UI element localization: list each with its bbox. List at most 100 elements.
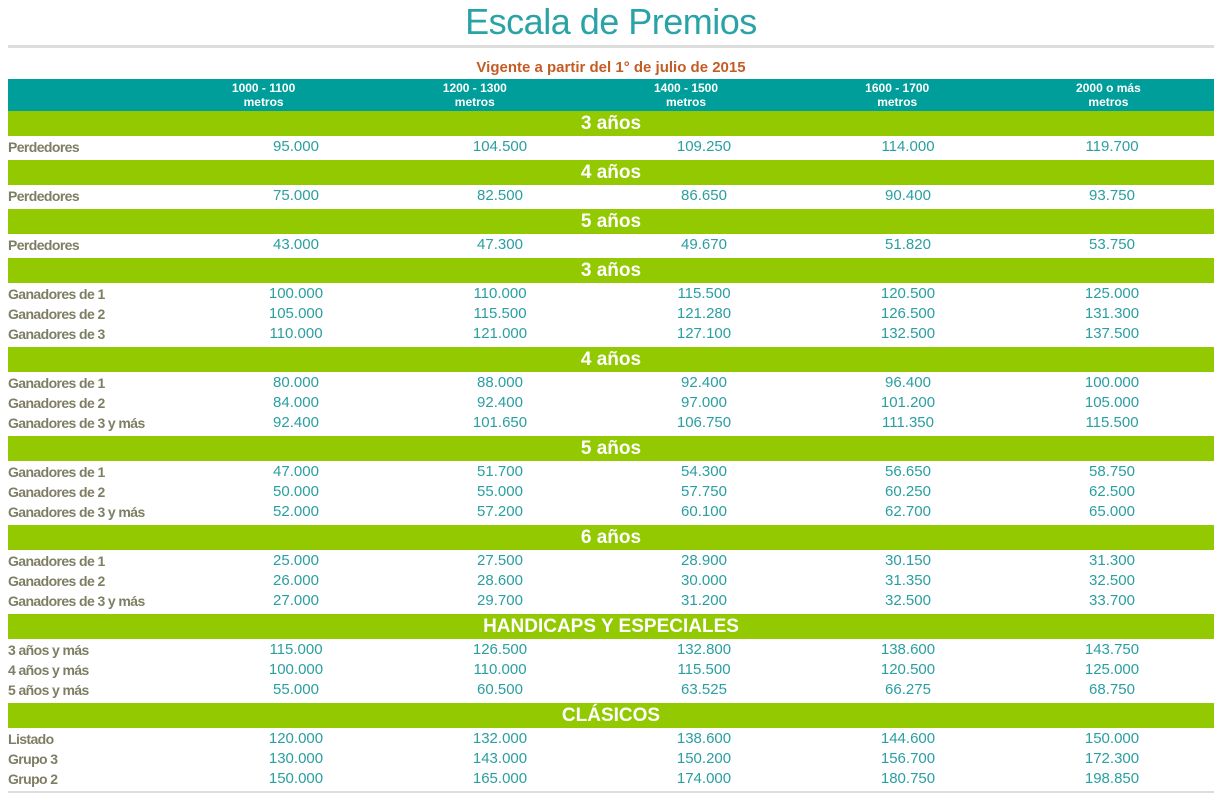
prize-value: 57.200 bbox=[477, 503, 523, 520]
section-rows: Perdedores 75.000 82.500 86.650 90.400 93.750 bbox=[8, 186, 1214, 206]
row-values: 110.000 121.000 127.100 132.500 137.500 bbox=[8, 324, 1214, 344]
prize-value: 143.750 bbox=[1084, 641, 1140, 658]
prize-value: 114.000 bbox=[881, 138, 935, 155]
row-label: Ganadores de 1 bbox=[8, 375, 105, 391]
row-values: 115.000 126.500 132.800 138.600 143.750 bbox=[8, 640, 1214, 660]
prize-value: 104.500 bbox=[472, 138, 528, 155]
prize-value: 52.000 bbox=[273, 503, 319, 520]
prize-value: 33.700 bbox=[1089, 592, 1135, 609]
prize-value: 31.350 bbox=[885, 572, 931, 589]
prize-value: 60.250 bbox=[885, 483, 931, 500]
prize-value: 47.300 bbox=[477, 236, 523, 253]
row-label: Ganadores de 1 bbox=[8, 553, 105, 569]
prize-value: 150.200 bbox=[676, 750, 732, 767]
prize-value: 68.750 bbox=[1089, 681, 1135, 698]
row-values: 52.000 57.200 60.100 62.700 65.000 bbox=[8, 502, 1214, 522]
prize-value: 25.000 bbox=[273, 552, 319, 569]
row-label: Listado bbox=[8, 731, 54, 747]
table-row: Grupo 3 130.000 143.000 150.200 156.700 172.3… bbox=[8, 749, 1214, 769]
row-label: 5 años y más bbox=[8, 682, 89, 698]
table-row: Ganadores de 1 80.000 88.000 92.400 96.400 10… bbox=[8, 373, 1214, 393]
prize-value: 84.000 bbox=[273, 394, 319, 411]
prize-value: 30.000 bbox=[681, 572, 727, 589]
table-row: Ganadores de 1 100.000 110.000 115.500 120.5… bbox=[8, 284, 1214, 304]
prize-value: 110.000 bbox=[269, 325, 323, 342]
row-label: 3 años y más bbox=[8, 642, 89, 658]
table-row: Grupo 2 150.000 165.000 174.000 180.750 198.8… bbox=[8, 769, 1214, 789]
page-title: Escala de Premios bbox=[465, 1, 757, 42]
prize-value: 165.000 bbox=[472, 770, 528, 787]
prize-value: 101.650 bbox=[472, 414, 528, 431]
section-heading: 5 años bbox=[8, 209, 1214, 234]
row-label: Perdedores bbox=[8, 139, 80, 155]
prize-value: 138.600 bbox=[676, 730, 732, 747]
prize-value: 66.275 bbox=[885, 681, 931, 698]
table-row: 5 años y más 55.000 60.500 63.525 66.275 68.7… bbox=[8, 680, 1214, 700]
section-heading: 6 años bbox=[8, 525, 1214, 550]
prize-value: 115.500 bbox=[473, 305, 527, 322]
row-values: 100.000 110.000 115.500 120.500 125.000 bbox=[8, 660, 1214, 680]
table-row: Ganadores de 3 y más 52.000 57.200 60.100 62… bbox=[8, 502, 1214, 522]
prize-value: 62.500 bbox=[1089, 483, 1135, 500]
prize-value: 143.000 bbox=[472, 750, 528, 767]
row-label: Ganadores de 2 bbox=[8, 306, 105, 322]
row-label: Ganadores de 3 bbox=[8, 326, 105, 342]
distance-unit: metros bbox=[1088, 95, 1129, 109]
prize-value: 198.850 bbox=[1084, 770, 1140, 787]
prize-value: 115.500 bbox=[677, 661, 731, 678]
prize-value: 55.000 bbox=[273, 681, 319, 698]
prize-value: 131.300 bbox=[1084, 305, 1140, 322]
prize-value: 75.000 bbox=[273, 187, 319, 204]
table-row: Ganadores de 1 25.000 27.500 28.900 30.150 31… bbox=[8, 551, 1214, 571]
section-heading: 3 años bbox=[8, 111, 1214, 136]
row-label: Perdedores bbox=[8, 188, 80, 204]
section-heading: 3 años bbox=[8, 258, 1214, 283]
row-values: 26.000 28.600 30.000 31.350 32.500 bbox=[8, 571, 1214, 591]
prize-value: 132.800 bbox=[676, 641, 732, 658]
row-values: 25.000 27.500 28.900 30.150 31.300 bbox=[8, 551, 1214, 571]
prize-value: 95.000 bbox=[273, 138, 319, 155]
row-label: Ganadores de 3 y más bbox=[8, 504, 145, 520]
row-values: 120.000 132.000 138.600 144.600 150.000 bbox=[8, 729, 1214, 749]
prize-value: 93.750 bbox=[1089, 187, 1135, 204]
row-label: Ganadores de 1 bbox=[8, 464, 105, 480]
row-label: Ganadores de 2 bbox=[8, 395, 105, 411]
prize-value: 137.500 bbox=[1084, 325, 1140, 342]
section-rows: Ganadores de 1 47.000 51.700 54.300 56.650 58… bbox=[8, 462, 1214, 522]
table-row: Ganadores de 2 84.000 92.400 97.000 101.200 1… bbox=[8, 393, 1214, 413]
prize-value: 106.750 bbox=[676, 414, 732, 431]
prize-value: 92.400 bbox=[681, 374, 727, 391]
prize-scale-page: Escala de Premios Vigente a partir del 1… bbox=[8, 0, 1214, 793]
prize-value: 156.700 bbox=[880, 750, 936, 767]
table-row: Ganadores de 2 26.000 28.600 30.000 31.350 32… bbox=[8, 571, 1214, 591]
prize-value: 125.000 bbox=[1084, 661, 1140, 678]
table-row: Ganadores de 1 47.000 51.700 54.300 56.650 58… bbox=[8, 462, 1214, 482]
row-label: Grupo 2 bbox=[8, 771, 58, 787]
section-rows: Perdedores 95.000 104.500 109.250 114.000 119… bbox=[8, 137, 1214, 157]
prize-value: 58.750 bbox=[1089, 463, 1135, 480]
section-heading: 5 años bbox=[8, 436, 1214, 461]
prize-value: 27.000 bbox=[273, 592, 319, 609]
row-label: Ganadores de 3 y más bbox=[8, 415, 145, 431]
row-values: 95.000 104.500 109.250 114.000 119.700 bbox=[8, 137, 1214, 157]
prize-value: 60.500 bbox=[477, 681, 523, 698]
table-row: 3 años y más 115.000 126.500 132.800 138.600… bbox=[8, 640, 1214, 660]
prize-value: 88.000 bbox=[477, 374, 523, 391]
row-values: 47.000 51.700 54.300 56.650 58.750 bbox=[8, 462, 1214, 482]
section-rows: Ganadores de 1 80.000 88.000 92.400 96.400 10… bbox=[8, 373, 1214, 433]
prize-value: 120.500 bbox=[880, 661, 936, 678]
row-values: 75.000 82.500 86.650 90.400 93.750 bbox=[8, 186, 1214, 206]
distance-column-header: 1200 - 1300 metros bbox=[369, 79, 580, 111]
section-heading: 4 años bbox=[8, 347, 1214, 372]
distance-column-header: 1000 - 1100 metros bbox=[158, 79, 369, 111]
distance-range: 1000 - 1100 bbox=[231, 81, 296, 95]
row-label: Ganadores de 3 y más bbox=[8, 593, 145, 609]
prize-value: 120.500 bbox=[880, 285, 936, 302]
prize-value: 49.670 bbox=[681, 236, 727, 253]
prize-value: 47.000 bbox=[273, 463, 319, 480]
prize-value: 56.650 bbox=[885, 463, 931, 480]
page-subtitle: Vigente a partir del 1° de julio de 2015 bbox=[476, 59, 746, 76]
prize-value: 150.000 bbox=[1084, 730, 1140, 747]
table-row: Perdedores 95.000 104.500 109.250 114.000 119… bbox=[8, 137, 1214, 157]
prize-value: 105.000 bbox=[1084, 394, 1140, 411]
